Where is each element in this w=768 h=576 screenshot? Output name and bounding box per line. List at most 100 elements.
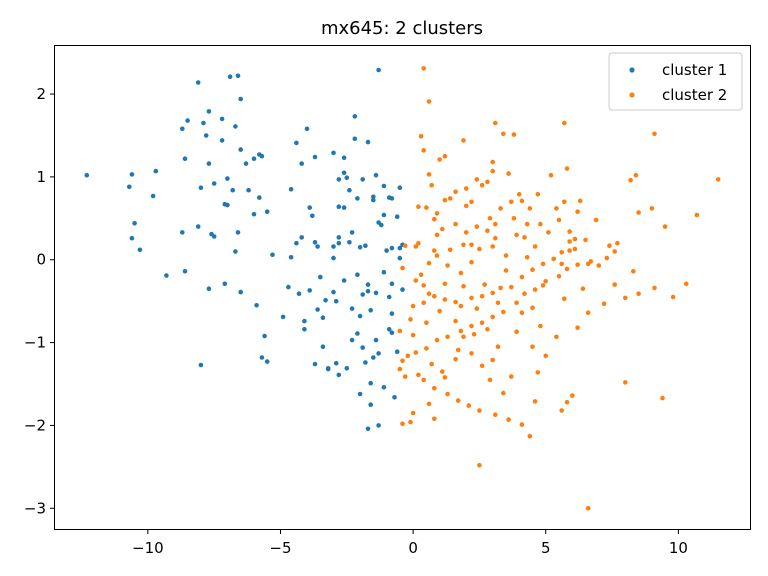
point-cluster-2-137 xyxy=(524,254,530,260)
point-cluster-2-163 xyxy=(715,177,721,182)
point-cluster-1-127 xyxy=(386,327,392,332)
point-cluster-2-29 xyxy=(519,198,525,204)
point-cluster-2-110 xyxy=(585,310,591,316)
point-cluster-2-112 xyxy=(554,334,559,340)
point-cluster-2-166 xyxy=(585,261,591,267)
point-cluster-1-62 xyxy=(296,291,302,297)
point-cluster-1-101 xyxy=(355,331,360,336)
point-cluster-2-89 xyxy=(402,374,408,379)
point-cluster-1-65 xyxy=(307,288,313,293)
point-cluster-2-10 xyxy=(434,211,440,216)
point-cluster-1-52 xyxy=(264,359,270,364)
point-cluster-1-130 xyxy=(394,214,400,219)
point-cluster-2-159 xyxy=(662,224,668,229)
point-cluster-2-177 xyxy=(463,230,469,235)
point-cluster-2-2 xyxy=(418,134,424,139)
point-cluster-2-51 xyxy=(458,303,464,309)
point-cluster-1-140 xyxy=(312,361,318,367)
point-cluster-2-5 xyxy=(437,157,442,162)
point-cluster-1-124 xyxy=(389,245,395,251)
point-cluster-1-73 xyxy=(323,298,328,303)
point-cluster-2-87 xyxy=(400,358,405,364)
point-cluster-1-80 xyxy=(331,289,336,295)
point-cluster-2-66 xyxy=(607,243,612,248)
point-cluster-1-44 xyxy=(259,153,265,159)
point-cluster-2-178 xyxy=(453,221,458,227)
point-cluster-2-145 xyxy=(418,272,424,278)
point-cluster-2-133 xyxy=(567,239,572,244)
point-cluster-2-96 xyxy=(493,412,498,418)
y-tick-label: 2 xyxy=(36,85,46,103)
point-cluster-1-56 xyxy=(294,140,299,146)
point-cluster-1-138 xyxy=(365,282,371,287)
point-cluster-2-63 xyxy=(572,246,578,252)
point-cluster-1-100 xyxy=(357,313,363,319)
point-cluster-2-80 xyxy=(469,323,474,329)
point-cluster-2-41 xyxy=(413,244,419,249)
point-cluster-1-8 xyxy=(164,273,169,278)
point-cluster-1-45 xyxy=(257,195,262,200)
point-cluster-1-128 xyxy=(389,330,395,336)
point-cluster-2-94 xyxy=(466,403,472,408)
point-cluster-2-107 xyxy=(623,295,628,301)
point-cluster-2-57 xyxy=(519,274,525,280)
point-cluster-1-18 xyxy=(198,362,204,368)
point-cluster-2-99 xyxy=(527,433,533,439)
point-cluster-1-41 xyxy=(246,187,251,193)
point-cluster-1-10 xyxy=(185,118,190,123)
point-cluster-1-54 xyxy=(280,314,286,320)
plot-frame xyxy=(54,45,751,530)
point-cluster-2-76 xyxy=(514,300,519,306)
point-cluster-1-11 xyxy=(182,156,188,161)
point-cluster-1-105 xyxy=(360,292,366,297)
point-cluster-2-150 xyxy=(519,310,525,316)
point-cluster-2-109 xyxy=(601,301,607,307)
point-cluster-2-148 xyxy=(474,306,480,311)
point-cluster-1-118 xyxy=(379,222,384,228)
point-cluster-2-68 xyxy=(604,255,610,261)
point-cluster-2-122 xyxy=(469,351,474,356)
point-cluster-2-82 xyxy=(445,334,450,340)
legend: cluster 1 cluster 2 xyxy=(608,52,743,111)
point-cluster-2-143 xyxy=(434,253,440,258)
point-cluster-1-133 xyxy=(397,245,403,251)
point-cluster-1-27 xyxy=(225,176,230,181)
y-tick-label: −2 xyxy=(24,416,46,434)
point-cluster-2-204 xyxy=(442,375,448,380)
point-cluster-2-6 xyxy=(442,153,448,159)
point-cluster-2-173 xyxy=(509,199,514,205)
point-cluster-2-206 xyxy=(461,334,466,340)
point-cluster-1-139 xyxy=(400,287,405,292)
point-cluster-2-73 xyxy=(543,279,548,284)
point-cluster-2-179 xyxy=(440,226,445,232)
point-cluster-1-74 xyxy=(320,344,326,350)
point-cluster-1-98 xyxy=(355,196,360,201)
point-cluster-1-16 xyxy=(198,185,204,190)
point-cluster-2-42 xyxy=(416,240,421,246)
point-cluster-2-97 xyxy=(506,417,511,422)
point-cluster-2-118 xyxy=(532,399,538,404)
point-cluster-2-168 xyxy=(564,166,570,171)
point-cluster-1-108 xyxy=(365,139,371,145)
point-cluster-1-9 xyxy=(180,126,185,132)
point-cluster-1-85 xyxy=(336,240,342,246)
point-cluster-1-29 xyxy=(225,202,230,208)
point-cluster-2-34 xyxy=(493,235,498,241)
point-cluster-1-13 xyxy=(182,269,188,274)
point-cluster-1-116 xyxy=(376,67,381,73)
point-cluster-2-9 xyxy=(424,205,429,210)
point-cluster-1-5 xyxy=(137,247,143,253)
point-cluster-2-48 xyxy=(432,293,437,299)
point-cluster-1-123 xyxy=(389,196,395,201)
point-cluster-1-61 xyxy=(299,235,305,240)
point-cluster-2-130 xyxy=(408,419,413,425)
point-cluster-1-40 xyxy=(243,161,249,166)
point-cluster-2-58 xyxy=(530,267,535,273)
point-cluster-2-33 xyxy=(493,221,498,227)
point-cluster-2-56 xyxy=(509,284,514,290)
point-cluster-2-79 xyxy=(479,320,485,326)
point-cluster-2-11 xyxy=(432,216,437,222)
point-cluster-1-63 xyxy=(302,318,307,324)
point-cluster-2-132 xyxy=(575,209,580,214)
